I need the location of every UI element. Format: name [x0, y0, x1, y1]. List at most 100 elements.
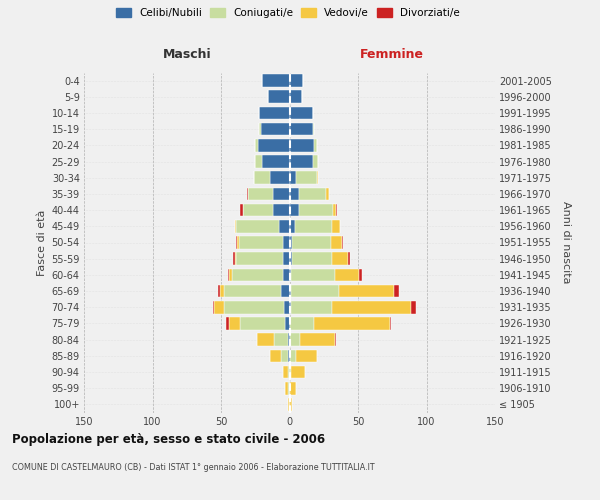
- Bar: [283, 366, 288, 378]
- Bar: [313, 123, 314, 136]
- Bar: [284, 301, 290, 314]
- Bar: [248, 188, 273, 200]
- Bar: [290, 301, 291, 314]
- Bar: [290, 236, 292, 249]
- Bar: [220, 285, 224, 298]
- Bar: [290, 106, 313, 120]
- Bar: [290, 350, 296, 362]
- Bar: [291, 285, 339, 298]
- Bar: [292, 252, 332, 265]
- Bar: [258, 139, 290, 151]
- Legend: Celibi/Nubili, Coniugati/e, Vedovi/e, Divorziati/e: Celibi/Nubili, Coniugati/e, Vedovi/e, Di…: [116, 8, 460, 18]
- Bar: [268, 90, 290, 103]
- Bar: [283, 252, 290, 265]
- Bar: [296, 350, 317, 362]
- Bar: [262, 74, 290, 87]
- Bar: [243, 204, 273, 216]
- Bar: [236, 236, 238, 249]
- Bar: [288, 334, 290, 346]
- Bar: [299, 188, 326, 200]
- Text: Femmine: Femmine: [360, 48, 424, 61]
- Bar: [334, 204, 336, 216]
- Bar: [332, 301, 412, 314]
- Bar: [281, 285, 290, 298]
- Bar: [236, 220, 278, 232]
- Bar: [339, 285, 394, 298]
- Y-axis label: Anni di nascita: Anni di nascita: [562, 201, 571, 283]
- Bar: [255, 155, 262, 168]
- Bar: [290, 252, 292, 265]
- Bar: [224, 301, 284, 314]
- Bar: [290, 285, 291, 298]
- Bar: [288, 366, 290, 378]
- Bar: [261, 123, 290, 136]
- Bar: [295, 220, 332, 232]
- Bar: [296, 172, 317, 184]
- Bar: [336, 204, 337, 216]
- Bar: [236, 252, 283, 265]
- Bar: [301, 334, 335, 346]
- Bar: [313, 155, 318, 168]
- Bar: [214, 301, 224, 314]
- Bar: [359, 268, 362, 281]
- Bar: [290, 382, 296, 394]
- Bar: [273, 204, 290, 216]
- Bar: [278, 220, 290, 232]
- Bar: [290, 139, 314, 151]
- Bar: [291, 268, 335, 281]
- Bar: [226, 317, 229, 330]
- Bar: [283, 236, 290, 249]
- Bar: [271, 172, 290, 184]
- Bar: [235, 252, 236, 265]
- Bar: [389, 317, 391, 330]
- Bar: [332, 220, 340, 232]
- Bar: [290, 398, 292, 410]
- Bar: [259, 123, 261, 136]
- Bar: [273, 188, 290, 200]
- Bar: [290, 317, 314, 330]
- Bar: [233, 252, 235, 265]
- Bar: [290, 172, 296, 184]
- Bar: [228, 268, 229, 281]
- Bar: [274, 334, 288, 346]
- Bar: [335, 334, 336, 346]
- Bar: [290, 74, 303, 87]
- Bar: [314, 139, 317, 151]
- Bar: [335, 268, 359, 281]
- Bar: [299, 204, 334, 216]
- Bar: [291, 301, 332, 314]
- Bar: [271, 350, 281, 362]
- Bar: [341, 236, 343, 249]
- Bar: [238, 236, 239, 249]
- Bar: [235, 220, 236, 232]
- Bar: [288, 350, 290, 362]
- Bar: [290, 366, 291, 378]
- Bar: [290, 204, 299, 216]
- Bar: [317, 172, 318, 184]
- Bar: [290, 155, 313, 168]
- Bar: [290, 334, 301, 346]
- Bar: [229, 317, 240, 330]
- Bar: [255, 139, 258, 151]
- Text: Maschi: Maschi: [163, 48, 211, 61]
- Bar: [239, 236, 283, 249]
- Bar: [240, 317, 286, 330]
- Bar: [259, 106, 290, 120]
- Bar: [224, 285, 281, 298]
- Bar: [412, 301, 416, 314]
- Bar: [218, 285, 220, 298]
- Text: Popolazione per età, sesso e stato civile - 2006: Popolazione per età, sesso e stato civil…: [12, 432, 325, 446]
- Bar: [240, 204, 243, 216]
- Bar: [232, 268, 283, 281]
- Bar: [290, 123, 313, 136]
- Bar: [288, 382, 290, 394]
- Bar: [229, 268, 232, 281]
- Bar: [291, 366, 305, 378]
- Bar: [254, 172, 271, 184]
- Bar: [281, 350, 288, 362]
- Bar: [283, 268, 290, 281]
- Bar: [332, 252, 349, 265]
- Bar: [290, 188, 299, 200]
- Bar: [288, 398, 290, 410]
- Bar: [213, 301, 214, 314]
